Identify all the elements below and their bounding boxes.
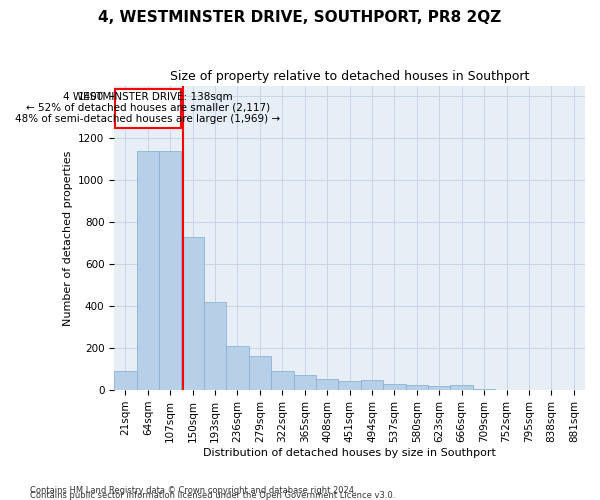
Bar (473, 389, 496, 390)
Bar (293, 376, 316, 390)
Bar (248, 356, 271, 390)
Title: Size of property relative to detached houses in Southport: Size of property relative to detached ho… (170, 70, 529, 83)
Text: ← 52% of detached houses are smaller (2,117): ← 52% of detached houses are smaller (2,… (26, 103, 270, 113)
Text: 4, WESTMINSTER DRIVE, SOUTHPORT, PR8 2QZ: 4, WESTMINSTER DRIVE, SOUTHPORT, PR8 2QZ (98, 10, 502, 25)
Bar (181, 237, 204, 390)
Bar (115, 88, 181, 128)
Bar (406, 385, 428, 390)
Text: 48% of semi-detached houses are larger (1,969) →: 48% of semi-detached houses are larger (… (16, 114, 281, 124)
Bar (159, 150, 181, 390)
Bar (361, 380, 383, 390)
Bar (271, 371, 293, 390)
Y-axis label: Number of detached properties: Number of detached properties (62, 150, 73, 326)
Bar (451, 385, 473, 390)
Bar (316, 378, 338, 390)
Bar (226, 346, 248, 390)
Bar (204, 302, 226, 390)
Text: Contains HM Land Registry data © Crown copyright and database right 2024.: Contains HM Land Registry data © Crown c… (30, 486, 356, 495)
Bar (114, 371, 137, 390)
X-axis label: Distribution of detached houses by size in Southport: Distribution of detached houses by size … (203, 448, 496, 458)
Bar (338, 380, 361, 390)
Text: 4 WESTMINSTER DRIVE: 138sqm: 4 WESTMINSTER DRIVE: 138sqm (63, 92, 233, 102)
Bar (428, 386, 451, 390)
Text: Contains public sector information licensed under the Open Government Licence v3: Contains public sector information licen… (30, 491, 395, 500)
Bar (383, 384, 406, 390)
Bar (137, 150, 159, 390)
